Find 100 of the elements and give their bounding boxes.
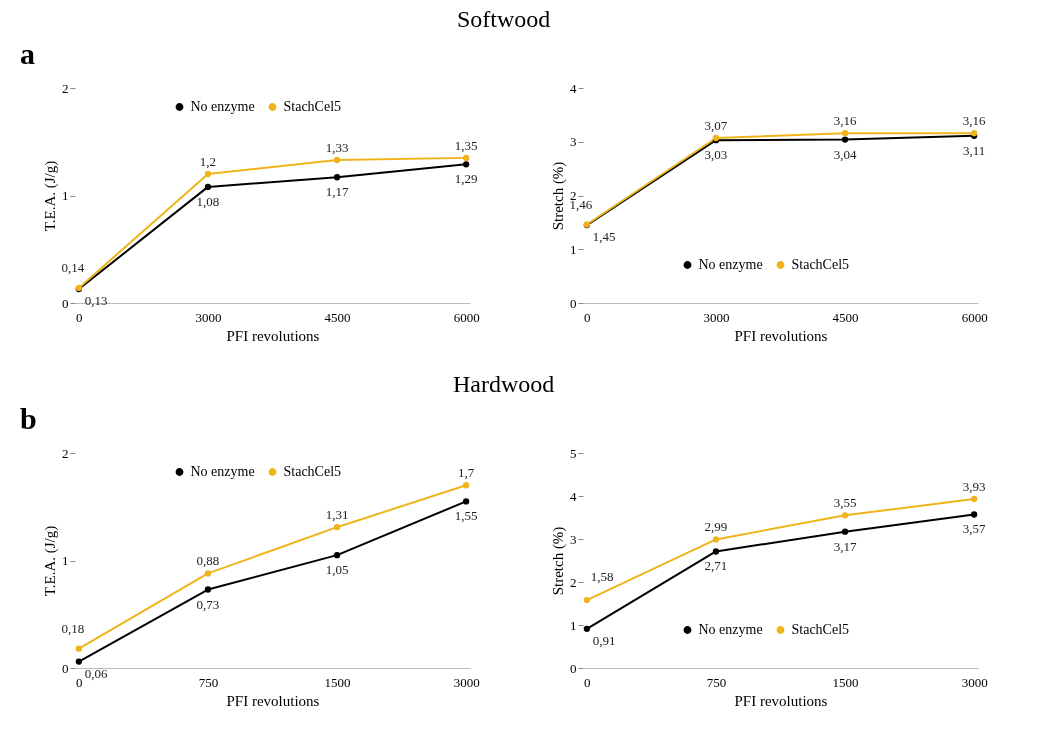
legend-label: No enzyme — [190, 464, 255, 479]
point — [333, 174, 341, 181]
point — [204, 586, 212, 593]
text: b — [20, 402, 37, 435]
data-label: 1,33 — [325, 140, 349, 156]
data-label: 3,04 — [833, 146, 857, 162]
point — [583, 596, 591, 604]
x-tick-label: 1500 — [324, 674, 351, 690]
y-tick-label: 1 — [62, 553, 69, 568]
point — [333, 551, 341, 559]
x-tick-label: 1500 — [832, 674, 859, 690]
data-label: 2,99 — [704, 519, 728, 535]
text: a — [20, 37, 35, 70]
x-axis-title: PFI revolutions — [734, 692, 828, 709]
x-tick-label: 6000 — [961, 309, 988, 325]
data-label: 2,71 — [704, 558, 728, 574]
legend-label: StachCel5 — [283, 99, 342, 114]
x-tick-label: 750 — [198, 674, 219, 690]
point — [841, 129, 849, 137]
data-label: 1,35 — [454, 137, 478, 153]
data-label: 1,29 — [454, 171, 478, 187]
chart-title: Softwood — [456, 6, 551, 32]
point — [841, 136, 849, 143]
data-label: 3,93 — [962, 479, 986, 495]
x-tick-label: 0 — [76, 674, 83, 690]
data-label: 0,88 — [196, 553, 220, 569]
legend-label: No enzyme — [698, 622, 763, 637]
y-axis-title: T.E.A. (J/g) — [42, 525, 59, 597]
legend-label: StachCel5 — [283, 464, 342, 479]
legend-label: No enzyme — [190, 99, 255, 114]
x-tick-label: 3000 — [703, 309, 730, 325]
y-tick-label: 0 — [62, 660, 69, 676]
y-tick-label: 0 — [570, 295, 577, 311]
x-tick-label: 0 — [584, 674, 591, 690]
point — [75, 658, 83, 665]
y-tick-label: 0 — [570, 660, 577, 676]
point — [970, 495, 978, 503]
y-tick-label: 2 — [570, 574, 577, 590]
data-label: 0,73 — [196, 596, 220, 612]
point — [462, 482, 470, 489]
y-tick-label: 1 — [62, 188, 69, 203]
data-label: 3,07 — [704, 117, 728, 133]
x-tick-label: 6000 — [453, 309, 480, 325]
y-tick-label: 2 — [62, 80, 69, 96]
x-tick-label: 4500 — [832, 309, 859, 325]
y-axis-title: Stretch (%) — [550, 161, 567, 231]
point — [712, 548, 720, 555]
x-tick-label: 0 — [584, 309, 591, 325]
point — [204, 170, 212, 178]
x-axis-title: PFI revolutions — [734, 327, 828, 344]
data-label: 3,16 — [962, 113, 986, 129]
data-label: 0,06 — [84, 665, 109, 681]
y-tick-label: 4 — [570, 488, 577, 504]
x-axis-title: PFI revolutions — [226, 692, 320, 709]
point — [462, 161, 470, 168]
x-tick-label: 0 — [76, 309, 83, 325]
point — [841, 528, 849, 535]
point — [712, 536, 720, 543]
x-tick-label: 4500 — [324, 309, 351, 325]
y-tick-label: 3 — [570, 531, 577, 547]
point — [462, 154, 470, 162]
legend-label: No enzyme — [698, 257, 763, 272]
data-label: 3,16 — [833, 113, 857, 129]
x-tick-label: 3000 — [453, 674, 480, 690]
data-label: 3,11 — [962, 142, 986, 158]
data-label: 0,13 — [84, 293, 108, 309]
data-label: 1,17 — [325, 184, 349, 200]
point — [583, 625, 591, 633]
x-axis-title: PFI revolutions — [226, 327, 320, 344]
data-label: 3,55 — [833, 495, 857, 511]
legend-label: StachCel5 — [791, 622, 850, 637]
x-tick-label: 3000 — [195, 309, 222, 325]
data-label: 1,45 — [592, 229, 616, 245]
y-tick-label: 3 — [570, 134, 577, 150]
y-axis-title: T.E.A. (J/g) — [42, 160, 59, 232]
y-tick-label: 1 — [570, 241, 577, 257]
data-label: 1,2 — [199, 154, 217, 169]
data-label: 1,31 — [325, 507, 349, 523]
point — [333, 524, 341, 531]
data-label: 1,55 — [454, 508, 478, 524]
chart-title: Hardwood — [452, 371, 555, 397]
data-label: 0,91 — [592, 632, 616, 648]
data-label: 3,17 — [833, 538, 857, 554]
point — [204, 570, 212, 577]
data-label: 1,7 — [458, 465, 475, 481]
data-label: 1,05 — [325, 562, 349, 578]
point — [204, 183, 212, 191]
legend-label: StachCel5 — [791, 257, 850, 272]
y-tick-label: 5 — [570, 445, 577, 461]
point — [462, 498, 470, 505]
x-tick-label: 3000 — [961, 674, 988, 690]
data-label: 0,14 — [61, 259, 85, 275]
point — [970, 511, 978, 518]
point — [841, 512, 849, 519]
y-tick-label: 2 — [62, 445, 69, 461]
data-label: 3,03 — [704, 147, 728, 163]
data-label: 1,58 — [590, 569, 614, 585]
point — [333, 156, 341, 164]
y-axis-title: Stretch (%) — [550, 526, 567, 596]
data-label: 0,18 — [61, 620, 85, 636]
